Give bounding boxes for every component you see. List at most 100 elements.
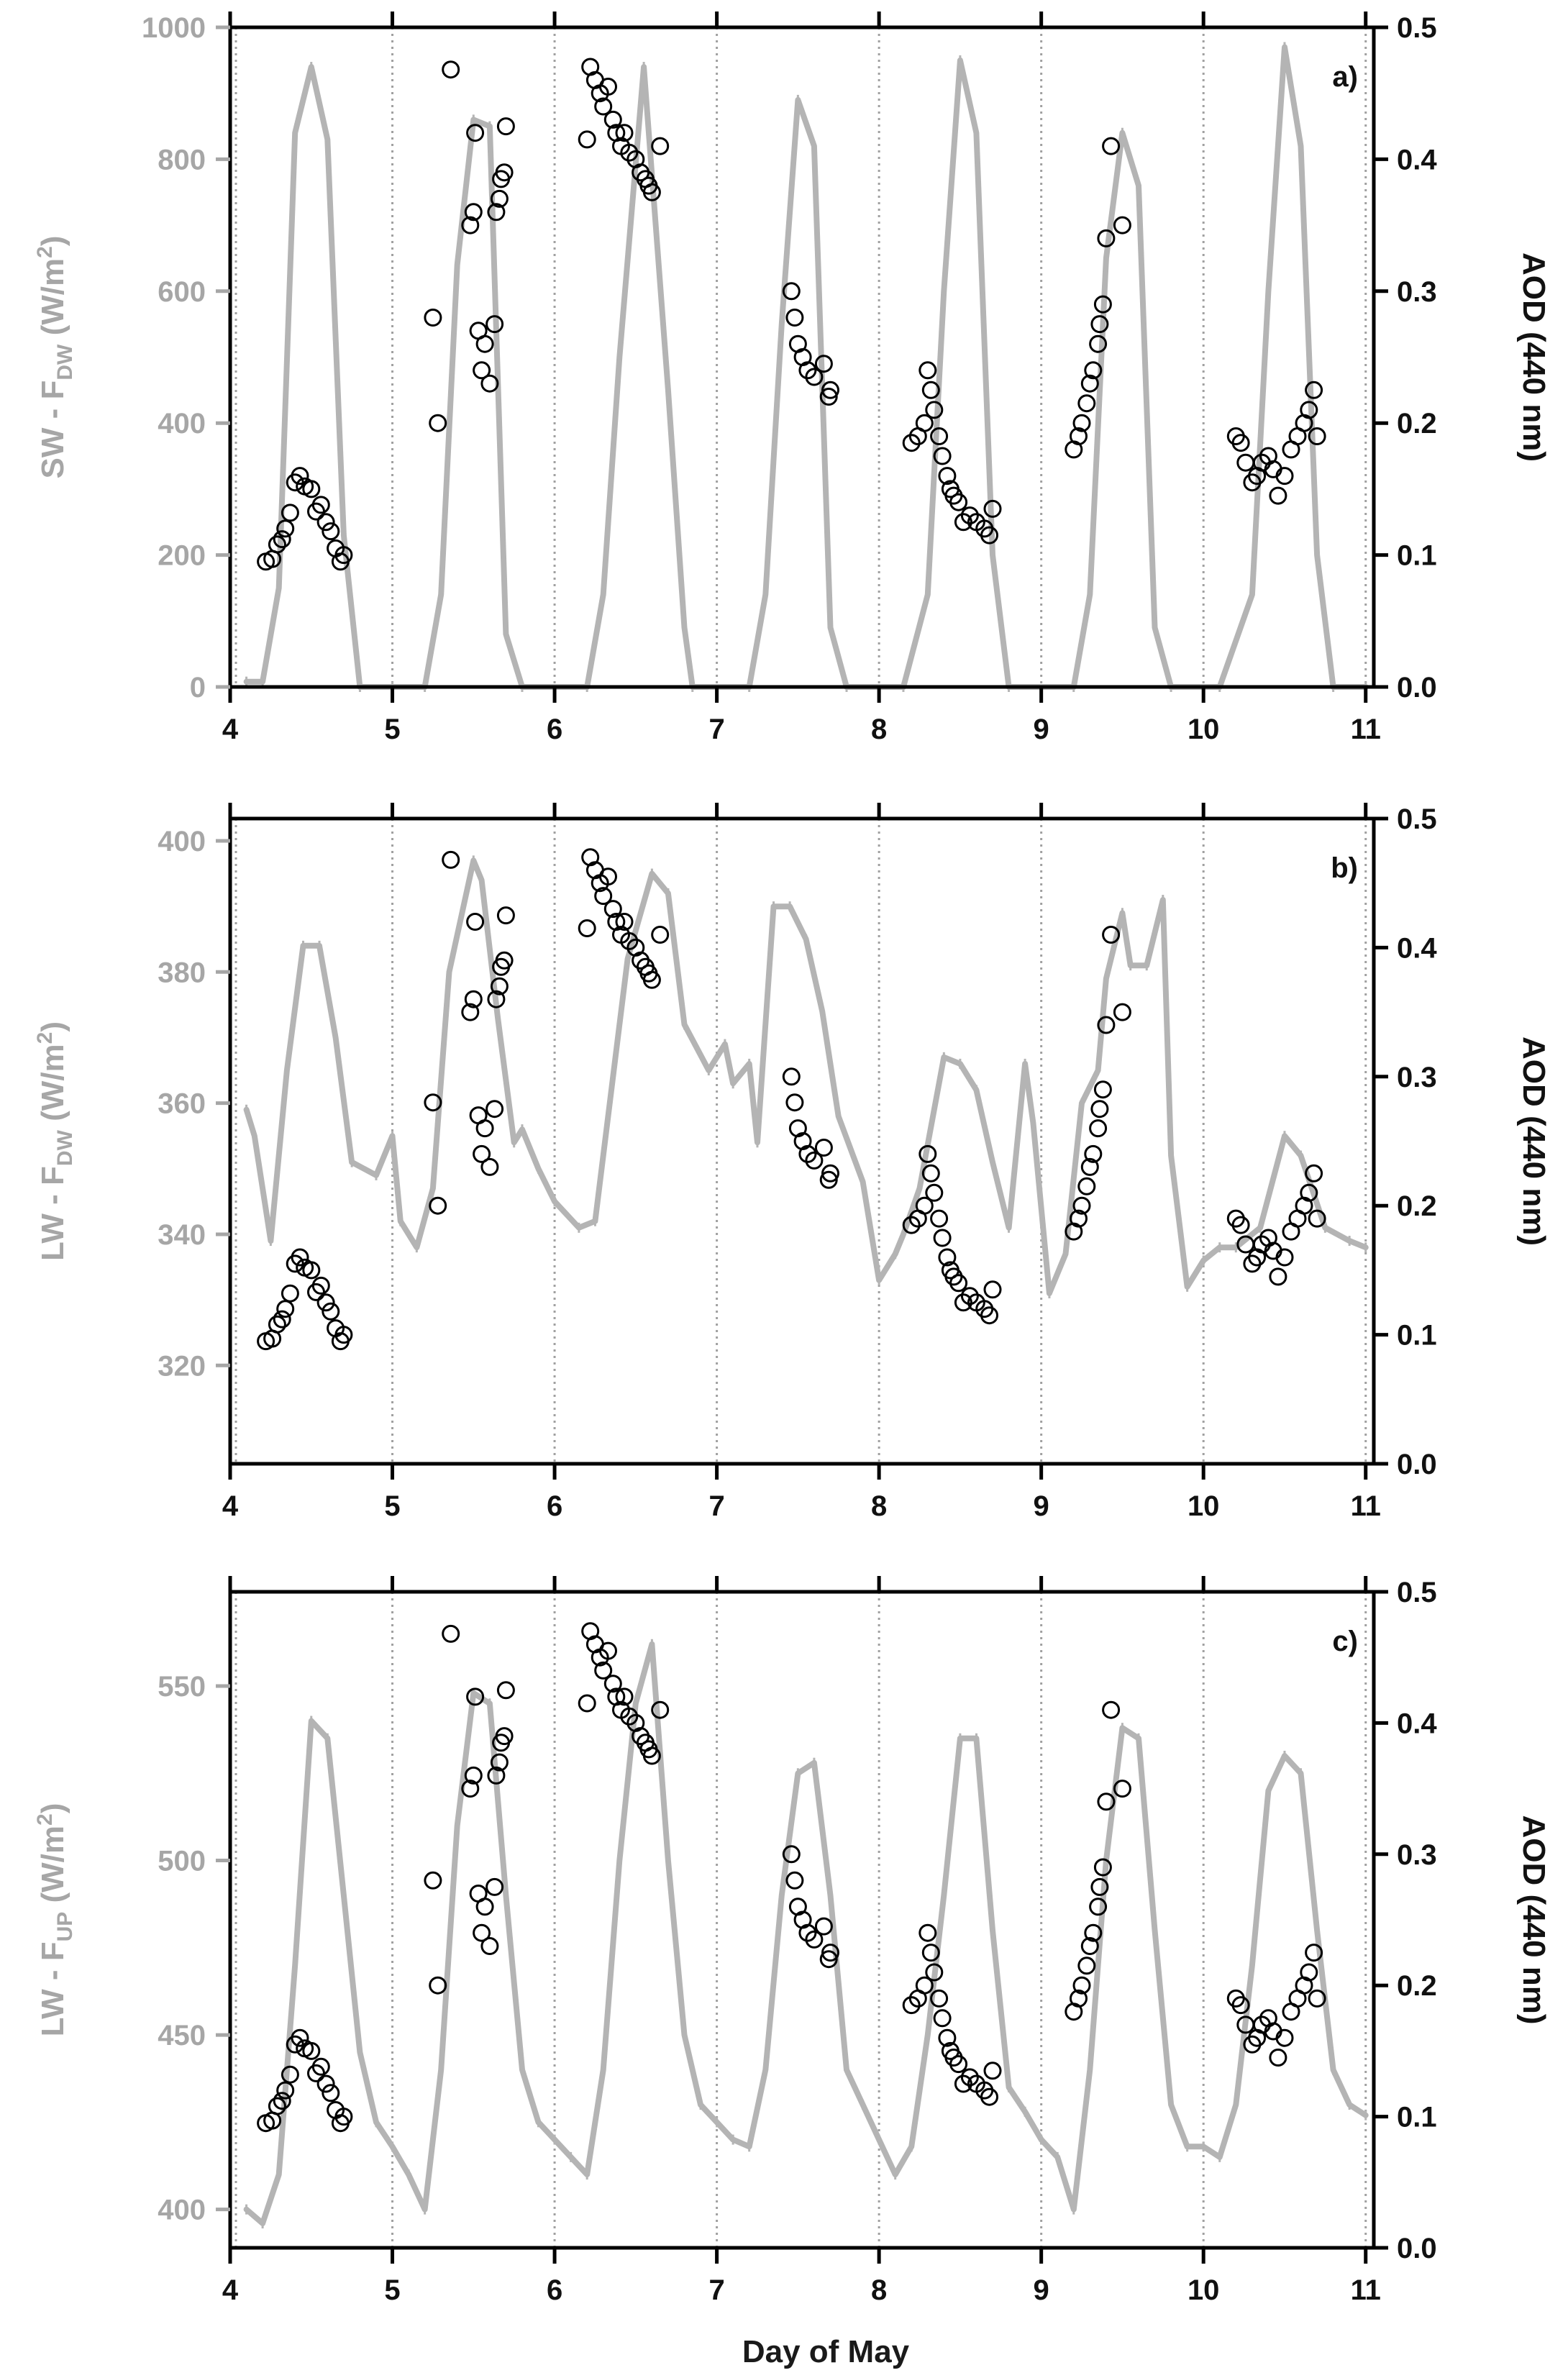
aod-point <box>316 1293 335 1312</box>
aod-point <box>1077 1956 1096 1975</box>
aod-point <box>487 203 506 222</box>
y-right-tick-label: 0.1 <box>1397 1320 1437 1352</box>
aod-point <box>322 1302 340 1321</box>
y-right-title: AOD (440 nm) <box>1516 1816 1551 2025</box>
y-left-tick-label: 1000 <box>142 12 206 44</box>
aod-point <box>930 427 949 445</box>
aod-point <box>1072 1976 1091 1995</box>
aod-point <box>814 1917 833 1936</box>
y-right-tick-label: 0.2 <box>1397 408 1437 439</box>
aod-point <box>1090 1877 1109 1896</box>
x-tick-label: 11 <box>1351 2274 1381 2306</box>
aod-point <box>1072 414 1091 432</box>
aod-point <box>594 97 613 116</box>
aod-point <box>461 216 480 234</box>
aod-point <box>490 1753 509 1772</box>
aod-point <box>599 78 617 96</box>
y-left-title: SW - FDW (W/m2) <box>33 236 77 479</box>
aod-point <box>1089 334 1108 353</box>
aod-point <box>915 1976 934 1995</box>
aod-point <box>798 361 817 380</box>
aod-point <box>1080 1157 1099 1176</box>
aod-point <box>1305 381 1323 399</box>
y-left-tick-label: 340 <box>158 1219 206 1251</box>
panel-1: 4 5 6 7 8 9 10 11 0 200 400 600 800 1000 0.0 0.1 0.2 0.3 0… <box>33 12 1551 745</box>
y-right-tick-label: 0.3 <box>1397 1062 1437 1093</box>
aod-point <box>1300 1963 1318 1982</box>
series-line-flux <box>243 44 1369 690</box>
aod-point <box>268 1315 286 1334</box>
aod-point <box>291 2028 309 2047</box>
aod-point <box>1089 1119 1108 1138</box>
x-tick-label: 11 <box>1351 714 1381 745</box>
aod-point <box>316 513 335 532</box>
aod-point <box>902 434 921 452</box>
aod-point <box>466 913 485 931</box>
aod-point <box>919 1144 937 1163</box>
aod-point <box>1070 427 1088 445</box>
y-right-title: AOD (440 nm) <box>1516 252 1551 462</box>
aod-point <box>1080 374 1099 393</box>
aod-point <box>475 1898 494 1916</box>
y-left-tick-label: 550 <box>158 1671 206 1703</box>
aod-point <box>281 504 299 522</box>
aod-point <box>496 906 515 925</box>
aod-point <box>782 282 801 301</box>
aod-point <box>475 1119 494 1138</box>
aod-point <box>429 1196 447 1215</box>
aod-point <box>651 926 670 944</box>
aod-point <box>302 1261 321 1280</box>
aod-point <box>473 1144 491 1163</box>
aod-point <box>930 1989 949 2008</box>
aod-point <box>1070 1989 1088 2008</box>
aod-point <box>334 546 353 565</box>
y-right-tick-label: 0.4 <box>1397 932 1437 964</box>
y-right-tick-label: 0.2 <box>1397 1190 1437 1222</box>
aod-point <box>651 1700 670 1719</box>
aod-point <box>1097 1016 1116 1034</box>
aod-point <box>1275 2028 1294 2047</box>
aod-point <box>486 1877 504 1896</box>
aod-point <box>311 496 330 514</box>
y-right-tick-label: 0.2 <box>1397 1970 1437 2002</box>
y-right-tick-label: 0.0 <box>1397 672 1437 703</box>
aod-point <box>1080 1937 1099 1955</box>
aod-point <box>1231 434 1250 452</box>
panel-2: 4 5 6 7 8 9 10 11 320 340 360 380 400 0.0 0.1 0.2 0.3 0.4… <box>33 803 1551 1522</box>
panel-label: a) <box>1332 61 1358 93</box>
aod-point <box>821 1164 839 1183</box>
y-right-tick-label: 0.5 <box>1397 12 1437 44</box>
y-right-tick-label: 0.0 <box>1397 2233 1437 2264</box>
y-left-tick-label: 400 <box>158 2195 206 2226</box>
aod-point <box>1089 1898 1108 1916</box>
aod-point <box>821 1944 839 1962</box>
aod-point <box>578 919 596 937</box>
aod-point <box>1070 1209 1088 1228</box>
aod-point <box>798 1144 817 1163</box>
aod-point <box>1308 1209 1326 1228</box>
y-right-tick-label: 0.4 <box>1397 144 1437 176</box>
aod-point <box>1084 1923 1103 1942</box>
aod-point <box>496 117 515 136</box>
y-right-title: AOD (440 nm) <box>1516 1037 1551 1246</box>
aod-point <box>302 2041 321 2060</box>
x-tick-label: 8 <box>871 1490 887 1522</box>
aod-point <box>486 1100 504 1119</box>
aod-point <box>603 900 622 919</box>
aod-point <box>933 1229 952 1247</box>
aod-point <box>949 1274 968 1293</box>
y-left-tick-label: 500 <box>158 1846 206 1877</box>
aod-point <box>1300 401 1318 419</box>
y-left-tick-label: 800 <box>158 144 206 176</box>
aod-point <box>1097 1792 1116 1811</box>
x-tick-label: 9 <box>1034 1490 1049 1522</box>
aod-point <box>938 2028 957 2047</box>
aod-point <box>615 1687 634 1706</box>
aod-point <box>464 990 483 1008</box>
aod-point <box>1269 486 1287 505</box>
aod-point <box>954 1293 972 1312</box>
aod-point <box>599 1641 617 1660</box>
aod-point <box>473 1923 491 1942</box>
aod-point <box>620 1707 639 1726</box>
aod-point <box>496 1681 515 1700</box>
